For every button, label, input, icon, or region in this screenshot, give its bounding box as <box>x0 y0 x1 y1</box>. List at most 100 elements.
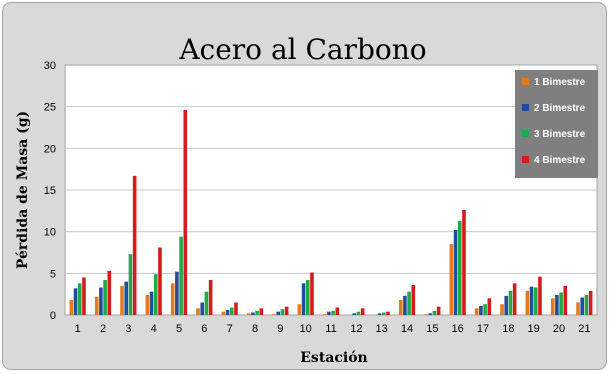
bar <box>584 295 589 315</box>
bar <box>145 295 150 315</box>
bar <box>386 311 390 315</box>
bar <box>255 310 259 315</box>
bar <box>403 295 407 315</box>
bar <box>196 308 200 315</box>
bar <box>149 291 154 315</box>
x-tick-label: 5 <box>176 323 182 335</box>
bar <box>82 277 86 315</box>
bar <box>479 305 483 315</box>
bar <box>69 300 74 315</box>
x-tick-label: 2 <box>100 323 106 335</box>
bar <box>280 309 285 315</box>
bar <box>77 283 82 315</box>
legend: 1 Bimestre 2 Bimestre 3 Bimestre 4 Bimestre <box>515 70 598 178</box>
x-tick-label: 6 <box>201 323 207 335</box>
x-tick-label: 9 <box>277 323 283 335</box>
bar <box>103 280 107 315</box>
y-tick-label: 25 <box>44 102 56 114</box>
bar <box>272 314 276 315</box>
x-tick-label: 11 <box>325 323 336 335</box>
x-tick-label: 12 <box>350 323 362 335</box>
legend-swatch <box>522 104 529 111</box>
bar <box>234 302 238 315</box>
bar <box>529 286 534 315</box>
bar <box>436 306 441 315</box>
bar <box>356 311 361 315</box>
bar <box>588 290 593 315</box>
x-tick-label: 3 <box>125 323 131 335</box>
bar <box>179 236 183 315</box>
y-tick-label: 5 <box>50 268 56 280</box>
bar <box>487 298 492 315</box>
bar <box>128 254 133 315</box>
bar <box>432 310 437 315</box>
bar <box>398 300 403 315</box>
bar <box>132 175 137 315</box>
y-tick-label: 20 <box>44 143 56 155</box>
bar <box>555 295 559 315</box>
bar <box>335 307 340 315</box>
legend-label: 1 Bimestre <box>534 77 586 88</box>
bar <box>352 313 357 315</box>
bar <box>153 274 158 315</box>
bar <box>120 285 124 315</box>
bar <box>183 110 188 315</box>
bar <box>305 280 310 315</box>
bar <box>107 270 112 315</box>
x-tick-label: 16 <box>452 323 464 335</box>
bar <box>453 230 458 315</box>
y-tick-label: 15 <box>44 185 56 197</box>
legend-label: 4 Bimestre <box>534 155 586 166</box>
bar <box>538 276 542 315</box>
bar <box>462 210 466 315</box>
y-tick-label: 10 <box>44 227 56 239</box>
y-axis-ticks: 0 5 10 15 20 25 30 <box>44 60 56 322</box>
chart-title: Acero al Carbono <box>178 33 426 66</box>
bar <box>331 310 335 315</box>
bar <box>208 280 213 315</box>
bar <box>377 313 382 315</box>
x-tick-label: 10 <box>300 323 312 335</box>
bar <box>158 247 162 315</box>
bar <box>229 307 234 315</box>
bar <box>449 244 454 315</box>
x-axis-ticks: 1 2 3 4 5 6 7 8 9 10 11 12 13 14 15 16 17 18 19 20 21 <box>75 323 591 335</box>
legend-swatch <box>522 156 529 163</box>
bar <box>381 312 386 315</box>
bar <box>500 304 504 315</box>
gridlines <box>65 106 597 274</box>
y-tick-label: 30 <box>44 60 56 72</box>
bar <box>259 308 264 315</box>
legend-label: 3 Bimestre <box>534 129 586 140</box>
bar <box>580 297 585 315</box>
bar <box>221 311 226 315</box>
bar <box>508 290 513 315</box>
bar <box>284 306 289 315</box>
x-tick-label: 8 <box>252 323 258 335</box>
legend-swatch <box>522 78 529 85</box>
bar <box>533 287 538 315</box>
bar <box>327 311 331 315</box>
bar <box>474 308 479 315</box>
bar <box>411 285 416 315</box>
y-axis-title: Pérdida de Masa (g) <box>15 111 31 269</box>
bar <box>200 302 205 315</box>
x-tick-label: 19 <box>528 323 540 335</box>
bar <box>276 311 281 315</box>
x-tick-label: 17 <box>477 323 489 335</box>
bar <box>504 295 509 315</box>
bar <box>204 291 209 315</box>
bar <box>251 312 255 315</box>
y-tick-label: 0 <box>50 310 56 322</box>
bar <box>424 314 428 315</box>
bar <box>525 290 530 315</box>
bar <box>483 304 487 315</box>
x-tick-label: 15 <box>426 323 438 335</box>
bar <box>428 313 433 315</box>
bar <box>124 281 129 315</box>
bar <box>297 304 302 315</box>
bar <box>407 291 411 315</box>
x-tick-label: 20 <box>553 323 565 335</box>
